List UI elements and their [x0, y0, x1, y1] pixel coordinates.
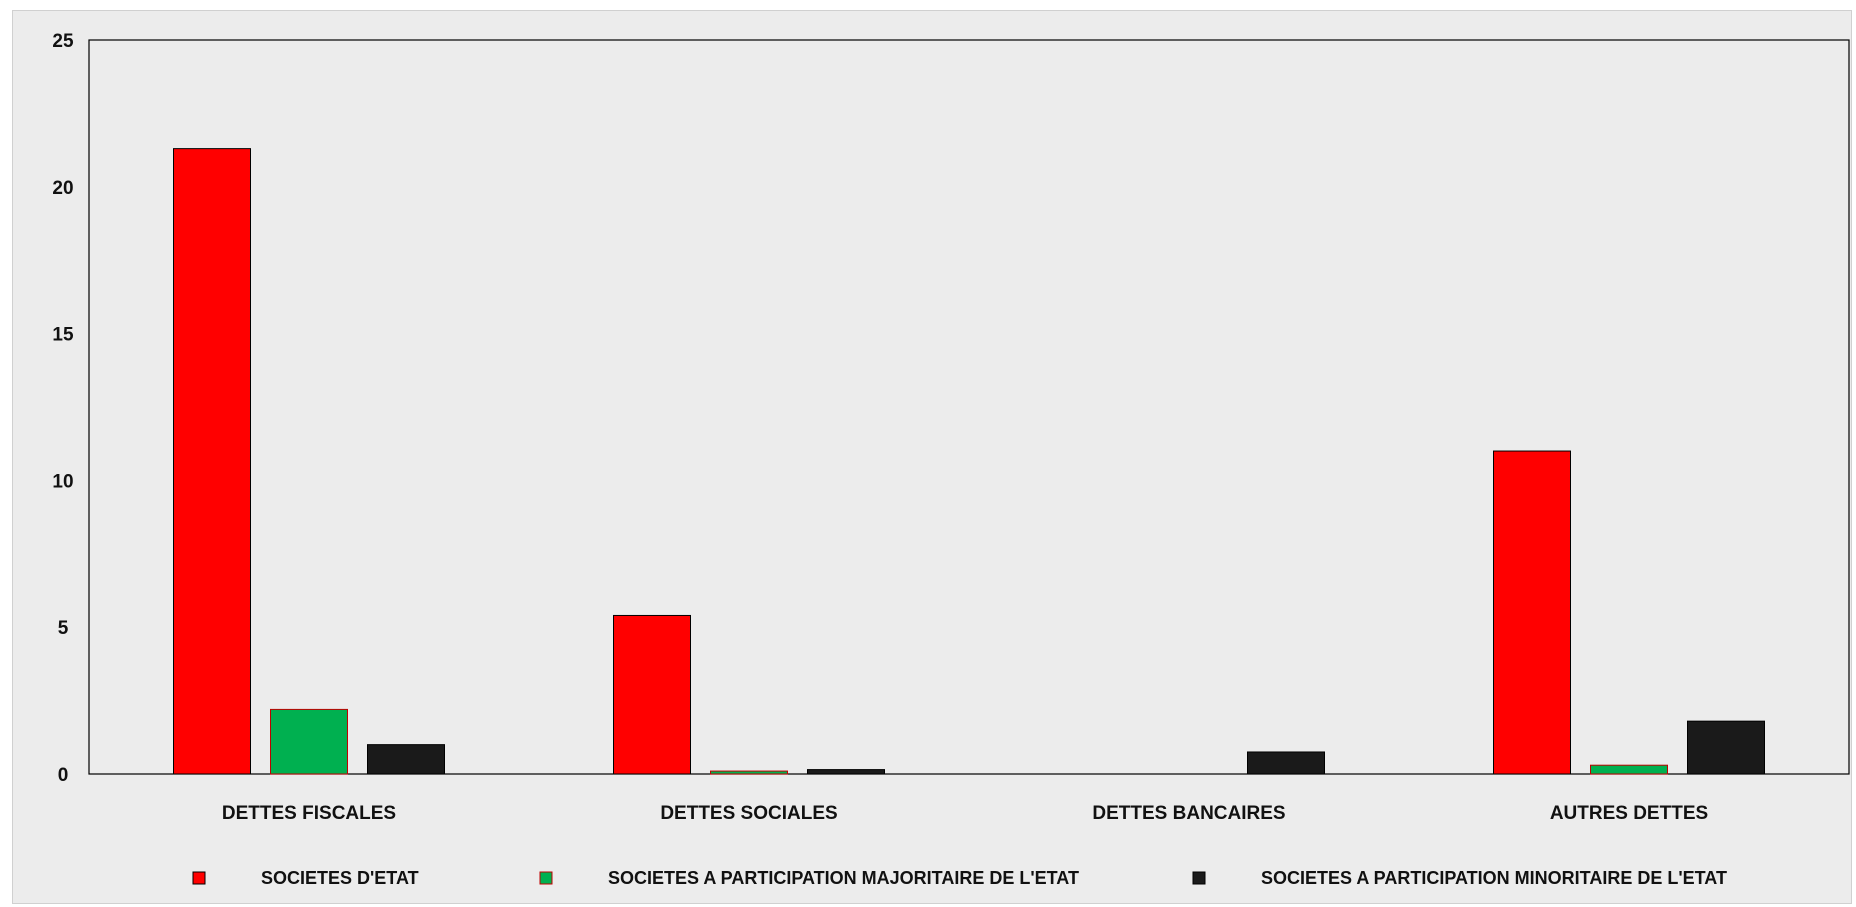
legend-swatch	[192, 871, 206, 885]
bar	[613, 614, 691, 775]
category-label: DETTES SOCIALES	[660, 803, 837, 824]
bar	[1493, 450, 1571, 775]
legend-swatch	[539, 871, 553, 885]
category-label: AUTRES DETTES	[1550, 803, 1708, 824]
category-label: DETTES FISCALES	[222, 803, 396, 824]
bar	[173, 148, 251, 775]
bar	[367, 744, 445, 775]
bar	[270, 708, 348, 775]
category-label: DETTES BANCAIRES	[1092, 803, 1285, 824]
bar	[1590, 764, 1668, 775]
legend-label: SOCIETES A PARTICIPATION MAJORITAIRE DE …	[608, 868, 1079, 888]
legend-swatch	[1192, 871, 1206, 885]
chart-frame: 0 5 10 15 20 25 DETTES FISCALES DETTES SOCIALE…	[12, 10, 1852, 904]
bar	[1687, 720, 1765, 775]
y-axis-ticks: 0 5 10 15 20 25	[52, 31, 74, 786]
y-tick-label: 20	[52, 178, 73, 199]
bar	[807, 769, 885, 775]
x-axis-labels: DETTES FISCALES DETTES SOCIALES DETTES BAN…	[222, 803, 1708, 824]
y-tick-label: 5	[58, 618, 69, 639]
plot-area	[88, 39, 1850, 775]
bar	[1247, 751, 1325, 775]
legend-label: SOCIETES A PARTICIPATION MINORITAIRE DE …	[1261, 868, 1727, 888]
bar-chart: 0 5 10 15 20 25 DETTES FISCALES DETTES SOCIALE…	[52, 31, 1850, 888]
y-tick-label: 15	[52, 325, 74, 346]
bars	[173, 148, 1765, 775]
y-tick-label: 0	[58, 765, 69, 786]
y-tick-label: 25	[52, 31, 74, 52]
legend: SOCIETES D'ETAT SOCIETES A PARTICIPATION …	[192, 868, 1727, 888]
bar	[710, 770, 788, 775]
y-tick-label: 10	[52, 471, 73, 492]
legend-label: SOCIETES D'ETAT	[261, 868, 419, 888]
